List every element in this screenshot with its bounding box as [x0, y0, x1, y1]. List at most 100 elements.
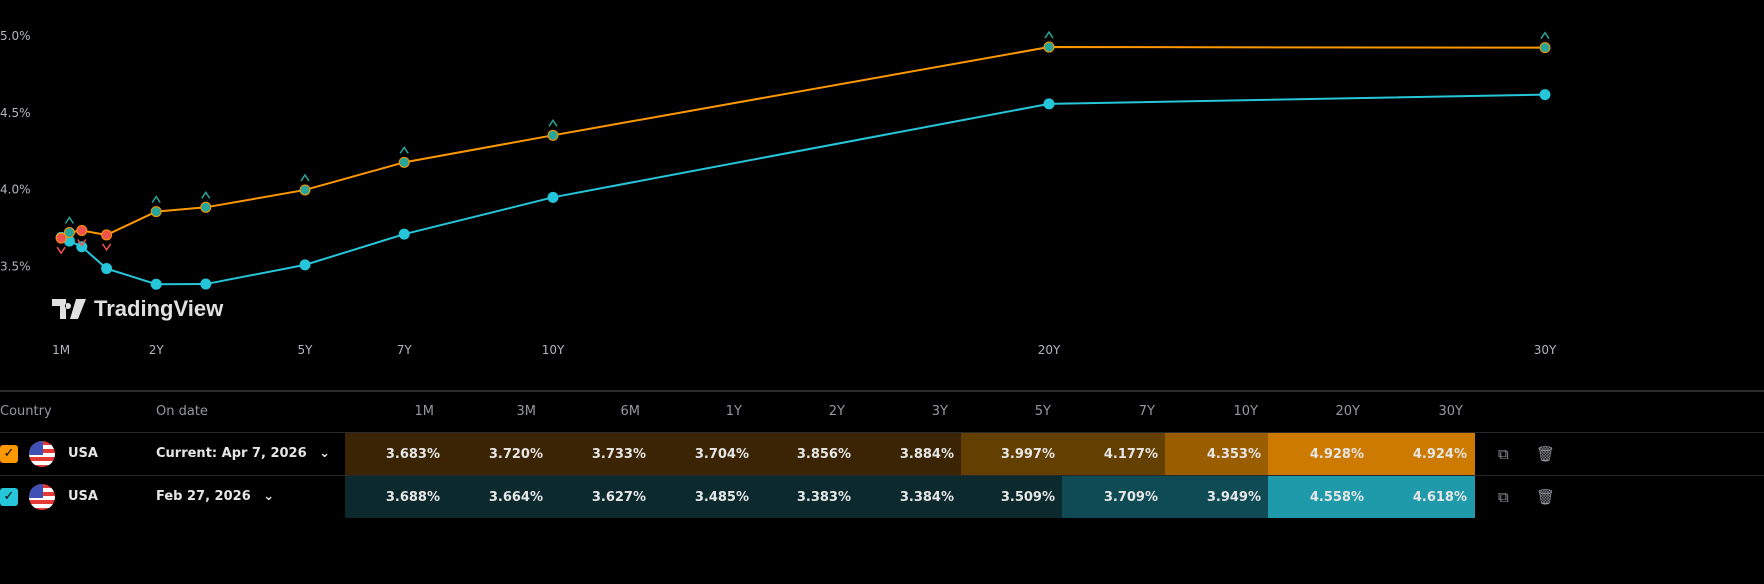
change-chevron-up-icon: [300, 173, 310, 182]
header-on-date[interactable]: On date: [156, 404, 208, 419]
trash-icon[interactable]: 🗑: [1536, 445, 1556, 463]
country-name: USA: [68, 446, 98, 461]
x-tick-label: 30Y: [1534, 343, 1557, 357]
country-name: USA: [68, 489, 98, 504]
data-point: [76, 224, 88, 236]
data-point: [150, 206, 162, 218]
yield-cell: 3.509%: [961, 476, 1063, 518]
tradingview-logo-icon: [52, 299, 86, 319]
date-selector[interactable]: Feb 27, 2026 ⌄: [156, 489, 274, 504]
copy-icon[interactable]: ⧉: [1498, 445, 1509, 463]
yield-cell: 3.949%: [1165, 476, 1269, 518]
table-row: ✓ USA Current: Apr 7, 2026 ⌄ ⧉ 🗑 3.683% 3.…: [0, 432, 1764, 475]
row-visibility-checkbox[interactable]: ✓: [0, 445, 18, 463]
header-maturity-10Y[interactable]: 10Y: [1233, 404, 1258, 419]
table-row: ✓ USA Feb 27, 2026 ⌄ ⧉ 🗑 3.688% 3.664% 3.62…: [0, 475, 1764, 518]
data-point: [299, 259, 311, 271]
yield-cell: 3.627%: [550, 476, 654, 518]
date-text: Current: Apr 7, 2026: [156, 446, 307, 461]
data-point: [1539, 89, 1551, 101]
yield-cell: 4.618%: [1371, 476, 1475, 518]
change-chevron-up-icon: [151, 195, 161, 204]
header-maturity-2Y[interactable]: 2Y: [828, 404, 845, 419]
yield-curve-chart: 3.5% 4.0% 4.5% 5.0% 1M 2Y 5Y 7Y 10Y 20Y 30Y: [0, 29, 1557, 357]
data-point: [101, 229, 113, 241]
change-chevron-up-icon: [399, 145, 409, 154]
x-tick-label: 10Y: [542, 343, 565, 357]
data-point: [150, 278, 162, 290]
usa-flag-icon: [29, 441, 55, 467]
table-header: Country On date 1M 3M 6M 1Y 2Y 3Y 5Y 7Y 10Y 20Y 30…: [0, 392, 1764, 432]
x-tick-label: 5Y: [298, 343, 314, 357]
y-tick-label: 4.5%: [0, 106, 31, 120]
change-chevron-up-icon: [1044, 30, 1054, 39]
header-country[interactable]: Country: [0, 404, 52, 419]
yield-cell: 3.720%: [447, 433, 551, 475]
change-chevron-up-icon: [1540, 31, 1550, 40]
tradingview-watermark: TradingView: [52, 296, 223, 322]
change-chevron-down-icon: [56, 246, 66, 255]
yield-cell: 4.924%: [1371, 433, 1475, 475]
yield-cell: 3.384%: [858, 476, 962, 518]
change-chevron-down-icon: [101, 243, 112, 252]
data-point: [200, 201, 212, 213]
header-maturity-3M[interactable]: 3M: [516, 404, 537, 419]
yield-cell: 4.928%: [1268, 433, 1372, 475]
data-point: [101, 263, 113, 275]
yield-cell: 3.704%: [653, 433, 757, 475]
x-tick-label: 20Y: [1038, 343, 1061, 357]
usa-flag-icon: [29, 484, 55, 510]
trash-icon[interactable]: 🗑: [1536, 488, 1556, 506]
copy-icon[interactable]: ⧉: [1498, 488, 1509, 506]
data-point: [63, 226, 75, 238]
yield-cell: 4.177%: [1062, 433, 1166, 475]
chevron-down-icon: ⌄: [319, 446, 331, 461]
data-point: [200, 278, 212, 290]
yield-cell: 4.558%: [1268, 476, 1372, 518]
header-maturity-20Y[interactable]: 20Y: [1335, 404, 1360, 419]
yield-table: Country On date 1M 3M 6M 1Y 2Y 3Y 5Y 7Y 10Y 20Y 30…: [0, 390, 1764, 518]
data-point: [1043, 41, 1055, 53]
yield-cell: 3.884%: [858, 433, 962, 475]
series-line: [60, 93, 1546, 286]
x-tick-label: 2Y: [149, 343, 165, 357]
row-visibility-checkbox[interactable]: ✓: [0, 488, 18, 506]
yield-cell: 3.733%: [550, 433, 654, 475]
header-maturity-3Y[interactable]: 3Y: [931, 404, 948, 419]
data-point: [547, 191, 559, 203]
yield-cell: 3.485%: [653, 476, 757, 518]
date-text: Feb 27, 2026: [156, 489, 251, 504]
yield-cell: 3.856%: [756, 433, 859, 475]
date-selector[interactable]: Current: Apr 7, 2026 ⌄: [156, 446, 330, 461]
yield-cell: 3.683%: [345, 433, 448, 475]
data-point: [398, 156, 410, 168]
change-chevron-up-icon: [201, 190, 211, 199]
yield-cell: 3.997%: [961, 433, 1063, 475]
header-maturity-30Y[interactable]: 30Y: [1438, 404, 1463, 419]
yield-cell: 4.353%: [1165, 433, 1269, 475]
header-maturity-7Y[interactable]: 7Y: [1138, 404, 1155, 419]
y-tick-label: 3.5%: [0, 259, 31, 273]
data-point: [398, 228, 410, 240]
header-maturity-1Y[interactable]: 1Y: [725, 404, 742, 419]
y-tick-label: 4.0%: [0, 183, 31, 197]
yield-cell: 3.664%: [447, 476, 551, 518]
yield-cell: 3.383%: [756, 476, 859, 518]
x-tick-label: 1M: [52, 343, 70, 357]
data-point: [299, 184, 311, 196]
change-chevron-up-icon: [548, 118, 558, 127]
data-point: [547, 129, 559, 141]
series-line: [60, 46, 1546, 239]
header-maturity-1M[interactable]: 1M: [414, 404, 435, 419]
y-tick-label: 5.0%: [0, 29, 31, 43]
change-chevron-down-icon: [77, 239, 87, 247]
yield-cell: 3.709%: [1062, 476, 1166, 518]
yield-cell: 3.688%: [345, 476, 448, 518]
chevron-down-icon: ⌄: [263, 489, 275, 504]
x-tick-label: 7Y: [397, 343, 413, 357]
data-point: [55, 232, 67, 244]
header-maturity-5Y[interactable]: 5Y: [1034, 404, 1051, 419]
data-point: [1539, 42, 1551, 54]
header-maturity-6M[interactable]: 6M: [620, 404, 641, 419]
watermark-text: TradingView: [94, 296, 224, 321]
